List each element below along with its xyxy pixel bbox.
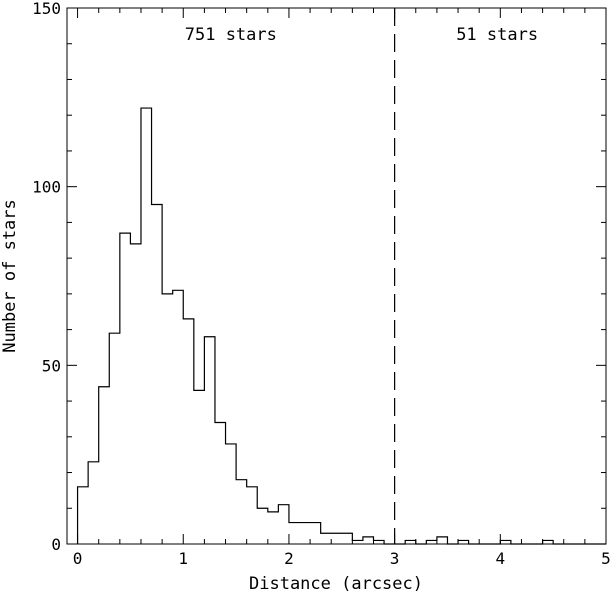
y-tick-label: 100 xyxy=(32,178,61,197)
annotation-right-count: 51 stars xyxy=(456,25,538,45)
x-axis-title: Distance (arcsec) xyxy=(249,574,423,594)
x-tick-label: 0 xyxy=(73,549,83,568)
x-tick-label: 2 xyxy=(284,549,294,568)
axis-ticks xyxy=(67,7,607,545)
histogram-outline xyxy=(76,107,606,545)
y-tick-label: 150 xyxy=(32,0,61,18)
x-tick-label: 3 xyxy=(390,549,400,568)
x-tick-label: 4 xyxy=(495,549,505,568)
y-tick-label: 0 xyxy=(51,535,61,554)
annotation-left-count: 751 stars xyxy=(185,25,277,45)
y-axis-title: Number of stars xyxy=(0,199,20,353)
x-tick-label: 5 xyxy=(601,549,610,568)
y-tick-label: 50 xyxy=(42,356,61,375)
plot-frame xyxy=(66,7,607,545)
annotations: 751 stars 51 stars xyxy=(185,25,538,45)
x-tick-label: 1 xyxy=(178,549,188,568)
